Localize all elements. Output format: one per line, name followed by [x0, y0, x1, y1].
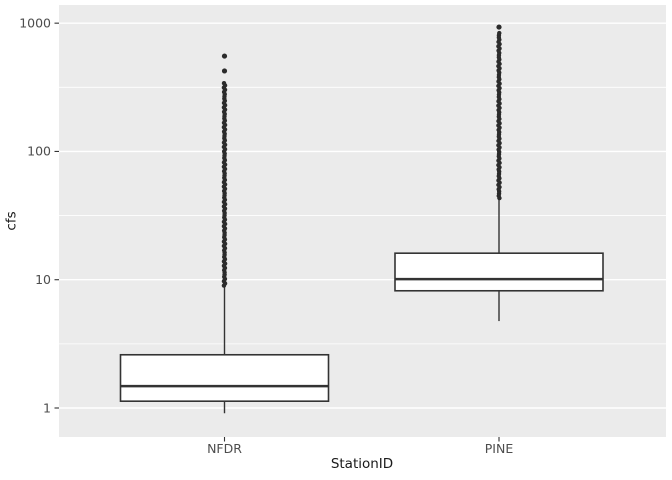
y-axis-title: cfs — [3, 211, 20, 231]
x-tick-label-pine: PINE — [485, 441, 514, 456]
x-tick-label-nfdr: NFDR — [207, 441, 242, 456]
y-tick-label: 1 — [43, 400, 51, 415]
outlier-point-pine — [497, 30, 502, 36]
y-tick-label: 10 — [35, 272, 51, 287]
y-tick-label: 100 — [27, 144, 51, 159]
outlier-point-nfdr — [221, 80, 227, 86]
y-tick-label: 1000 — [19, 15, 51, 30]
iqr-box-nfdr — [119, 353, 330, 402]
x-axis-title: StationID — [330, 456, 394, 472]
iqr-box-pine — [394, 252, 604, 292]
outlier-point-nfdr — [221, 53, 228, 59]
outlier-point-nfdr — [221, 68, 228, 74]
outlier-point-pine — [496, 24, 502, 30]
